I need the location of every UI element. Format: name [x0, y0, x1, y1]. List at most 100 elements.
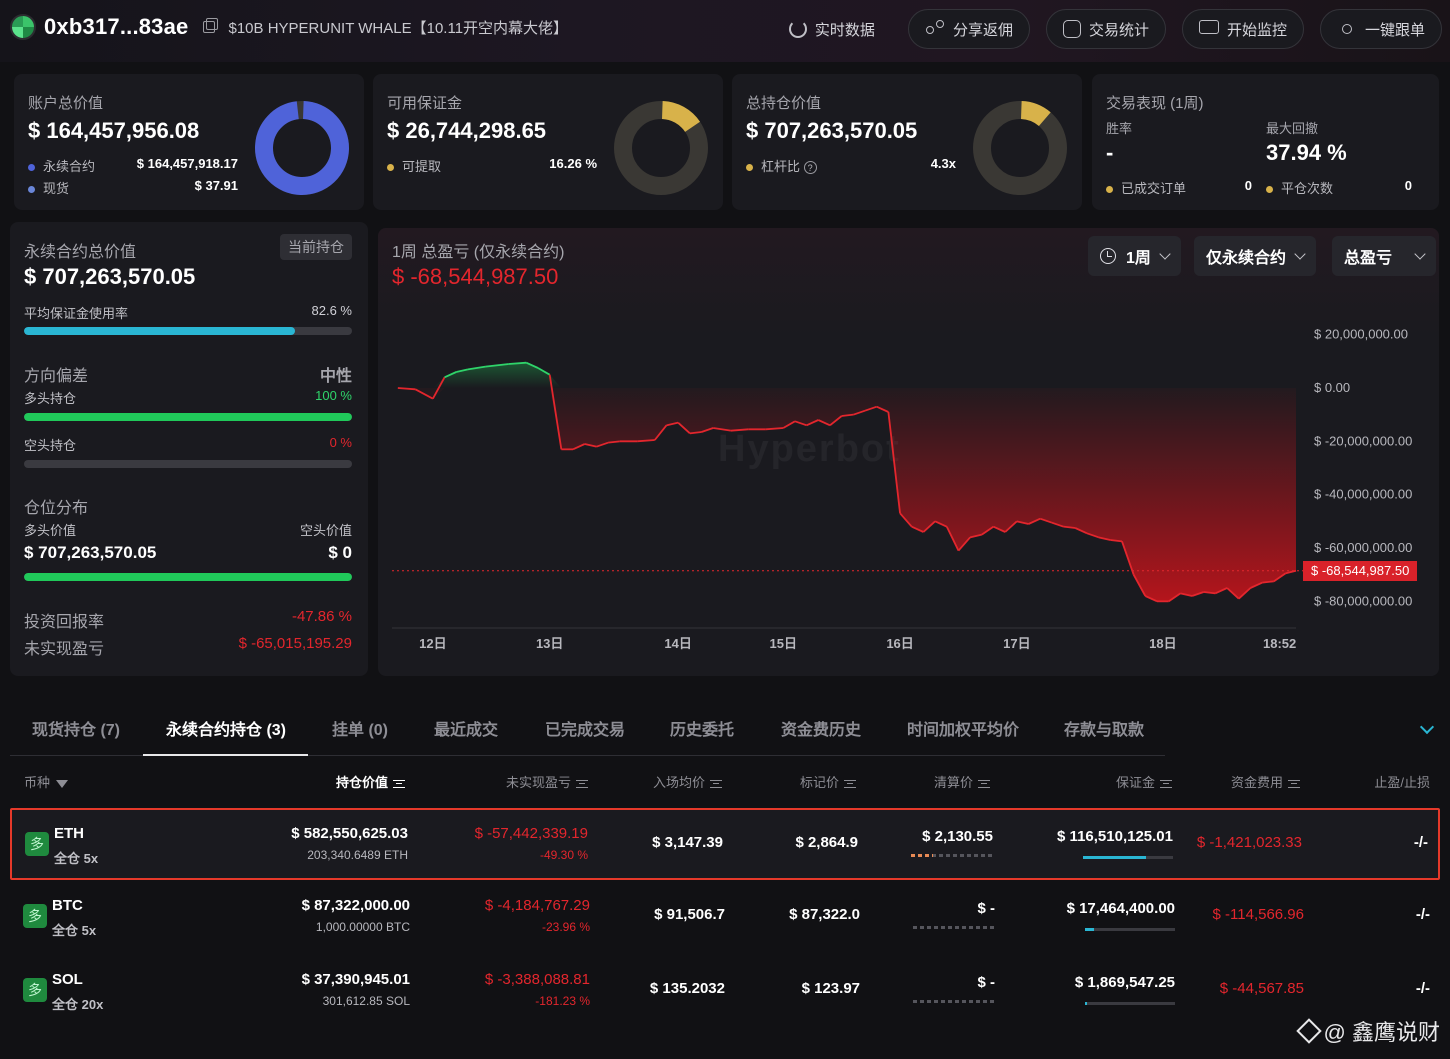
row-symbol[interactable]: ETH — [54, 825, 84, 842]
trade-stats-label: 交易统计 — [1088, 21, 1149, 39]
pnl-line-segment — [817, 419, 831, 427]
col-upnl[interactable]: 未实现盈亏 — [506, 772, 588, 791]
tab-funding-history[interactable]: 资金费历史 — [781, 722, 862, 739]
row-liq-price: $ - — [977, 900, 995, 917]
contract-filter-dropdown[interactable]: 仅永续合约 — [1194, 236, 1317, 276]
col-funding[interactable]: 资金费用 — [1231, 772, 1300, 791]
pnl-line-segment — [1285, 569, 1297, 575]
share-rebate-button[interactable]: 分享返佣 — [907, 9, 1030, 49]
pnl-chart[interactable]: $ 20,000,000.00 $ 0.00 $ -20,000,000.00 $ -… — [378, 228, 1439, 676]
performance-label: 交易表现 (1周) — [1106, 95, 1204, 112]
pnl-line-segment — [1215, 587, 1228, 595]
x-tick-label: 18:52 — [1263, 636, 1296, 651]
col-liq-price[interactable]: 清算价 — [934, 772, 990, 791]
col-entry-price[interactable]: 入场均价 — [653, 772, 722, 791]
position-value: $ 707,263,570.05 — [746, 118, 918, 143]
top-actions: 实时数据 分享返佣 交易统计 开始监控 一键跟单 — [772, 9, 1442, 49]
row-tpsl[interactable]: -/- — [1415, 906, 1430, 923]
row-tpsl[interactable]: -/- — [1413, 834, 1428, 851]
col-symbol[interactable]: 币种 — [24, 772, 69, 791]
current-position-badge[interactable]: 当前持仓 — [280, 234, 352, 260]
tab-completed-trades[interactable]: 已完成交易 — [545, 722, 626, 739]
col-position-value-label: 持仓价值 — [335, 775, 388, 790]
current-value-tag: $ -68,544,987.50 — [1303, 560, 1418, 581]
pnl-line-segment — [713, 427, 731, 432]
tab-twap[interactable]: 时间加权平均价 — [907, 722, 1020, 739]
withdrawable-dot — [387, 164, 394, 172]
chevron-down-icon[interactable] — [1419, 719, 1435, 735]
refresh-icon — [788, 20, 807, 38]
pnl-line-segment — [1226, 587, 1240, 600]
perp-row: 永续合约 $ 164,457,918.17 — [28, 156, 238, 175]
period-dropdown[interactable]: 1周 — [1088, 236, 1181, 276]
max-drawdown-label: 最大回撤 — [1266, 121, 1319, 136]
col-position-value[interactable]: 持仓价值 — [336, 772, 405, 791]
chart-total-value: $ -68,544,987.50 — [392, 264, 559, 289]
copy-icon[interactable] — [202, 18, 218, 33]
upnl-value: $ -65,015,195.29 — [238, 635, 352, 652]
row-margin: $ 1,869,547.25 — [1074, 974, 1175, 991]
metric-dropdown[interactable]: 总盈亏 — [1332, 236, 1437, 276]
distribution-bar-fill — [24, 573, 352, 581]
margin-usage-value: 82.6 % — [311, 303, 352, 318]
win-rate-label: 胜率 — [1106, 121, 1133, 136]
realtime-data-button[interactable]: 实时数据 — [772, 9, 892, 49]
row-position-value: $ 582,550,625.03 — [291, 825, 408, 842]
pnl-line-segment — [637, 439, 655, 443]
share-rebate-label: 分享返佣 — [952, 21, 1013, 39]
row-upnl-pct: -23.96 % — [541, 920, 590, 934]
pnl-line-segment — [957, 536, 971, 552]
pnl-line-segment — [444, 371, 457, 379]
tab-order-history[interactable]: 历史委托 — [670, 722, 735, 739]
pnl-line-segment — [1262, 580, 1274, 584]
pnl-line-segment — [853, 409, 866, 416]
wallet-header: 0xb317...83ae $10B HYPERUNIT WHALE【10.11… — [10, 14, 568, 40]
realtime-data-label: 实时数据 — [814, 21, 875, 39]
col-margin[interactable]: 保证金 — [1116, 772, 1172, 791]
margin-usage-fill — [24, 327, 295, 335]
wallet-name: $10B HYPERUNIT WHALE【10.11开空内幕大佬】 — [228, 19, 569, 37]
y-tick-label: $ 0.00 — [1314, 380, 1350, 395]
row-liq-price: $ - — [977, 974, 995, 991]
source-watermark: @ 鑫鹰说财 — [1295, 1015, 1440, 1047]
copy-trade-button[interactable]: 一键跟单 — [1319, 9, 1442, 49]
sort-icon — [978, 779, 990, 788]
pnl-line-segment — [1238, 587, 1252, 600]
tab-perp-positions[interactable]: 永续合约持仓 (3) — [166, 722, 287, 739]
sort-icon — [1160, 779, 1172, 788]
table-row[interactable]: 多 SOL 全仓 20x $ 37,390,945.01 301,612.85 … — [10, 956, 1440, 1028]
tab-open-orders[interactable]: 挂单 (0) — [332, 722, 389, 739]
close-count-row: 平仓次数 0 — [1266, 178, 1412, 197]
pnl-line-segment — [934, 520, 948, 528]
trade-stats-button[interactable]: 交易统计 — [1045, 9, 1166, 49]
period-dropdown-label: 1周 — [1126, 250, 1151, 267]
table-row[interactable]: 多 BTC 全仓 5x $ 87,322,000.00 1,000.00000 … — [10, 882, 1440, 954]
y-tick-label: $ -60,000,000.00 — [1314, 540, 1412, 555]
tab-recent-fills[interactable]: 最近成交 — [434, 722, 499, 739]
tab-spot-positions[interactable]: 现货持仓 (7) — [32, 722, 121, 739]
follow-icon — [1341, 24, 1352, 34]
spot-label: 现货 — [43, 181, 70, 196]
row-entry-price: $ 3,147.39 — [652, 834, 723, 851]
filter-icon[interactable] — [56, 779, 69, 788]
closed-orders-label: 已成交订单 — [1121, 181, 1187, 196]
row-tpsl[interactable]: -/- — [1415, 980, 1430, 997]
row-symbol[interactable]: SOL — [52, 971, 83, 988]
pnl-line-segment — [1132, 574, 1147, 597]
available-margin-value: $ 26,744,298.65 — [387, 118, 547, 143]
table-row[interactable]: 多 ETH 全仓 5x $ 582,550,625.03 203,340.648… — [10, 808, 1440, 880]
perp-value: $ 164,457,918.17 — [136, 156, 238, 171]
monitor-icon — [1198, 20, 1219, 34]
account-donut-segment — [255, 101, 349, 195]
pnl-line-segment — [730, 428, 749, 432]
share-icon — [925, 19, 945, 39]
help-icon[interactable]: ? — [803, 161, 817, 175]
row-symbol[interactable]: BTC — [52, 897, 83, 914]
perp-dot — [28, 164, 35, 172]
col-mark-price[interactable]: 标记价 — [800, 772, 856, 791]
pnl-line-segment — [666, 421, 679, 427]
long-bar — [24, 413, 352, 421]
tab-deposits-withdrawals[interactable]: 存款与取款 — [1064, 722, 1145, 739]
row-upnl: $ -4,184,767.29 — [484, 897, 590, 914]
start-monitor-button[interactable]: 开始监控 — [1181, 9, 1304, 49]
